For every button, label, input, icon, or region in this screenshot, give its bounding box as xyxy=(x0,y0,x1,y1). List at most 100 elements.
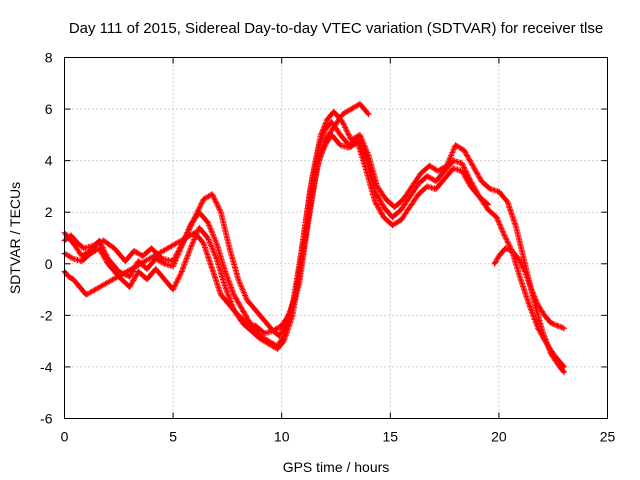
data-point xyxy=(556,324,559,327)
data-point xyxy=(189,223,192,227)
y-tick-label: 4 xyxy=(45,153,53,169)
data-point xyxy=(72,278,75,281)
data-point xyxy=(80,260,84,263)
data-point xyxy=(471,164,474,167)
y-tick-label: 8 xyxy=(45,50,53,66)
data-point xyxy=(391,223,394,227)
data-point xyxy=(382,205,385,209)
data-point xyxy=(562,370,566,374)
y-tick-label: 0 xyxy=(45,256,53,272)
data-point xyxy=(469,185,472,188)
data-point xyxy=(254,324,257,327)
data-point xyxy=(541,329,544,332)
data-point xyxy=(237,314,240,317)
data-point xyxy=(171,288,175,291)
data-point xyxy=(400,218,403,222)
data-point xyxy=(452,159,455,162)
data-point xyxy=(341,120,344,124)
y-tick-label: -6 xyxy=(40,411,53,427)
data-point xyxy=(297,283,301,286)
data-point xyxy=(72,257,75,260)
data-point xyxy=(428,164,431,167)
data-point xyxy=(117,270,121,273)
data-point xyxy=(358,102,362,106)
data-point xyxy=(495,216,498,219)
data-point xyxy=(323,128,327,131)
data-point xyxy=(80,288,84,291)
data-point xyxy=(232,293,236,296)
y-tick-label: 2 xyxy=(45,204,53,220)
data-point xyxy=(549,321,553,325)
data-point xyxy=(480,180,483,183)
data-point xyxy=(67,275,71,278)
data-point xyxy=(339,144,342,147)
x-axis-label: GPS time / hours xyxy=(283,459,390,475)
data-point xyxy=(282,339,286,343)
data-point xyxy=(278,334,281,338)
data-point xyxy=(241,309,244,312)
data-point xyxy=(113,247,116,250)
data-point xyxy=(180,270,183,273)
data-point xyxy=(347,146,351,149)
data-point xyxy=(228,303,231,307)
data-point xyxy=(76,283,79,286)
data-point xyxy=(280,324,283,327)
data-point xyxy=(219,211,223,214)
data-point xyxy=(365,169,368,173)
data-point xyxy=(358,133,362,137)
data-point xyxy=(426,185,429,188)
data-point xyxy=(250,329,253,332)
data-point xyxy=(263,319,266,322)
series-track-6 xyxy=(495,188,568,376)
data-point xyxy=(306,223,309,227)
plot-frame xyxy=(64,57,608,419)
data-point xyxy=(72,242,75,245)
x-tick-label: 10 xyxy=(274,429,290,445)
data-point xyxy=(558,365,561,369)
series-layer xyxy=(61,100,568,376)
y-tick-label: 6 xyxy=(45,101,53,117)
data-point xyxy=(417,193,420,196)
data-point xyxy=(128,275,131,278)
series-markers xyxy=(61,108,502,339)
data-point xyxy=(419,172,422,175)
data-point xyxy=(332,110,335,113)
data-point xyxy=(478,195,481,198)
data-point xyxy=(493,262,496,265)
data-point xyxy=(434,180,438,183)
data-point xyxy=(291,314,294,317)
x-tick-label: 5 xyxy=(169,429,177,445)
y-tick-label: -2 xyxy=(40,307,53,323)
data-point xyxy=(402,198,405,201)
data-point xyxy=(98,239,101,242)
data-point xyxy=(317,146,320,149)
series-track-1 xyxy=(61,108,502,339)
data-point xyxy=(504,247,507,250)
data-point xyxy=(339,133,342,137)
data-point xyxy=(276,347,279,351)
data-point xyxy=(258,337,262,340)
series-markers xyxy=(495,188,568,376)
data-point xyxy=(497,254,501,258)
data-point xyxy=(145,267,149,271)
data-point xyxy=(198,211,201,214)
data-point xyxy=(460,162,464,165)
data-point xyxy=(460,169,464,173)
data-point xyxy=(410,185,414,188)
data-point xyxy=(206,221,210,224)
data-point xyxy=(189,247,192,250)
data-point xyxy=(350,107,353,111)
data-point xyxy=(486,203,490,206)
data-point xyxy=(193,231,196,234)
data-point xyxy=(98,247,101,250)
chart-title: Day 111 of 2015, Sidereal Day-to-day VTE… xyxy=(69,20,603,37)
data-point xyxy=(228,247,231,250)
data-point xyxy=(89,252,92,255)
data-point xyxy=(391,216,394,219)
series-markers xyxy=(61,131,491,352)
data-point xyxy=(224,270,227,273)
data-point xyxy=(417,182,420,185)
x-tick-label: 20 xyxy=(491,429,507,445)
